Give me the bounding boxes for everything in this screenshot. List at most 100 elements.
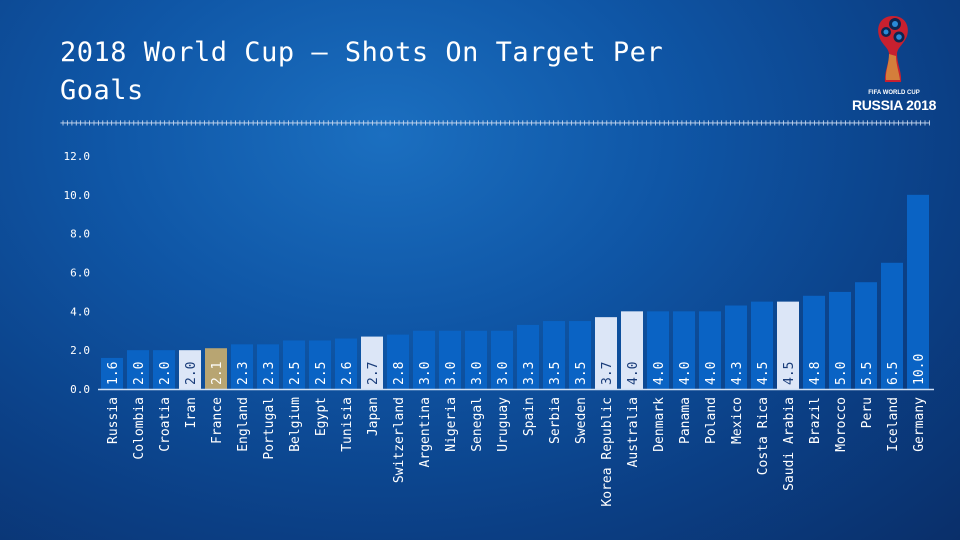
chart-title: 2018 World Cup – Shots On Target Per Goa… [60, 37, 664, 106]
data-label: 3.0 [496, 362, 511, 385]
category-label: Denmark [652, 397, 667, 452]
category-label: Russia [106, 397, 121, 444]
bar-tunisia [335, 338, 357, 389]
data-label: 4.8 [808, 362, 823, 385]
bar-colombia [127, 350, 149, 389]
data-label: 2.5 [314, 362, 329, 385]
category-label: Peru [860, 397, 875, 428]
data-label: 6.5 [886, 362, 901, 385]
logo-line1: FIFA WORLD CUP [868, 90, 920, 96]
category-label: England [236, 397, 251, 452]
bar-france [205, 348, 227, 389]
y-tick-label: 6.0 [70, 267, 90, 280]
category-label: Portugal [262, 397, 277, 460]
category-label: Spain [522, 397, 537, 436]
decorative-divider: ++++++++++++++++++++++++++++++++++++++++… [60, 119, 930, 129]
bar-morocco [829, 291, 851, 389]
y-tick-label: 10.0 [64, 189, 91, 202]
category-label: Poland [704, 397, 719, 444]
category-label: Iceland [886, 397, 901, 452]
category-label: Serbia [548, 397, 563, 444]
y-tick-label: 12.0 [64, 150, 91, 163]
category-label: Egypt [314, 397, 329, 436]
category-label: Korea Republic [600, 397, 615, 507]
bar-brazil [803, 295, 825, 389]
data-label: 2.0 [158, 362, 173, 385]
bar-belgium [283, 340, 305, 389]
bar-panama [673, 311, 695, 389]
data-label: 3.7 [600, 362, 615, 385]
data-label: 5.5 [860, 362, 875, 385]
category-label: Brazil [808, 397, 823, 444]
world-cup-logo: FIFA WORLD CUP RUSSIA 2018 [846, 14, 942, 114]
bar-korea-republic [595, 317, 617, 389]
y-tick-label: 4.0 [70, 305, 90, 318]
data-label: 2.0 [184, 362, 199, 385]
bar-australia [621, 311, 643, 389]
bar-germany [907, 194, 929, 389]
bar-england [231, 344, 253, 389]
logo-line2: RUSSIA 2018 [851, 97, 937, 113]
category-label: Switzerland [392, 397, 407, 483]
data-label: 3.3 [522, 362, 537, 385]
data-label: 3.5 [574, 362, 589, 385]
category-label: Colombia [132, 397, 147, 460]
bar-egypt [309, 340, 331, 389]
category-label: Sweden [574, 397, 589, 444]
bar-nigeria [439, 330, 461, 389]
data-label: 3.0 [444, 362, 459, 385]
data-label: 3.0 [418, 362, 433, 385]
category-label: Saudi Arabia [782, 397, 797, 491]
category-label: Japan [366, 397, 381, 436]
bar-russia [101, 357, 123, 389]
bar-japan [361, 336, 383, 389]
data-label: 4.0 [626, 362, 641, 385]
category-label: Australia [626, 397, 641, 467]
data-label: 2.3 [262, 362, 277, 385]
data-label: 2.5 [288, 362, 303, 385]
bar-serbia [543, 321, 565, 389]
bar-denmark [647, 311, 669, 389]
category-label: Costa Rica [756, 397, 771, 475]
category-label: Uruguay [496, 397, 511, 452]
category-label: Panama [678, 397, 693, 444]
data-label: 5.0 [834, 362, 849, 385]
bar-mexico [725, 305, 747, 389]
data-label: 1.6 [106, 362, 121, 385]
bar-iran [179, 350, 201, 389]
bar-senegal [465, 330, 487, 389]
data-label: 2.8 [392, 362, 407, 385]
bar-saudi-arabia [777, 301, 799, 389]
data-label: 10.0 [912, 354, 927, 385]
category-label: Nigeria [444, 397, 459, 452]
category-label: Iran [184, 397, 199, 428]
bar-portugal [257, 344, 279, 389]
category-label: Croatia [158, 397, 173, 452]
y-tick-label: 2.0 [70, 344, 90, 357]
data-label: 2.3 [236, 362, 251, 385]
bar-iceland [881, 262, 903, 389]
data-label: 4.5 [782, 362, 797, 385]
bar-sweden [569, 321, 591, 389]
data-label: 4.0 [704, 362, 719, 385]
category-label: Tunisia [340, 397, 355, 452]
category-label: France [210, 397, 225, 444]
category-label: Mexico [730, 397, 745, 444]
bar-spain [517, 324, 539, 389]
data-label: 4.5 [756, 362, 771, 385]
data-label: 2.1 [210, 362, 225, 385]
category-label: Germany [912, 397, 927, 452]
category-label: Argentina [418, 397, 433, 467]
data-label: 2.6 [340, 362, 355, 385]
bar-croatia [153, 350, 175, 389]
bar-costa-rica [751, 301, 773, 389]
data-label: 4.0 [652, 362, 667, 385]
data-label: 2.0 [132, 362, 147, 385]
category-label: Senegal [470, 397, 485, 452]
data-label: 2.7 [366, 362, 381, 385]
y-tick-label: 0.0 [70, 383, 90, 396]
y-tick-label: 8.0 [70, 228, 90, 241]
data-label: 3.0 [470, 362, 485, 385]
data-label: 4.0 [678, 362, 693, 385]
